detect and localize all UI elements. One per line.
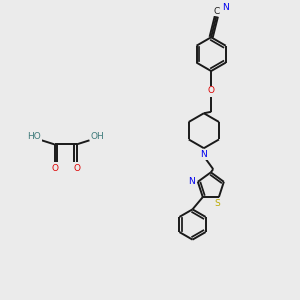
Text: O: O [208,86,214,95]
Text: HO: HO [27,132,41,141]
Text: N: N [200,150,207,159]
Text: S: S [214,199,220,208]
Text: C: C [213,7,220,16]
Text: N: N [188,177,195,186]
Text: O: O [51,164,58,173]
Text: O: O [73,164,80,173]
Text: N: N [223,3,230,12]
Text: OH: OH [90,132,104,141]
